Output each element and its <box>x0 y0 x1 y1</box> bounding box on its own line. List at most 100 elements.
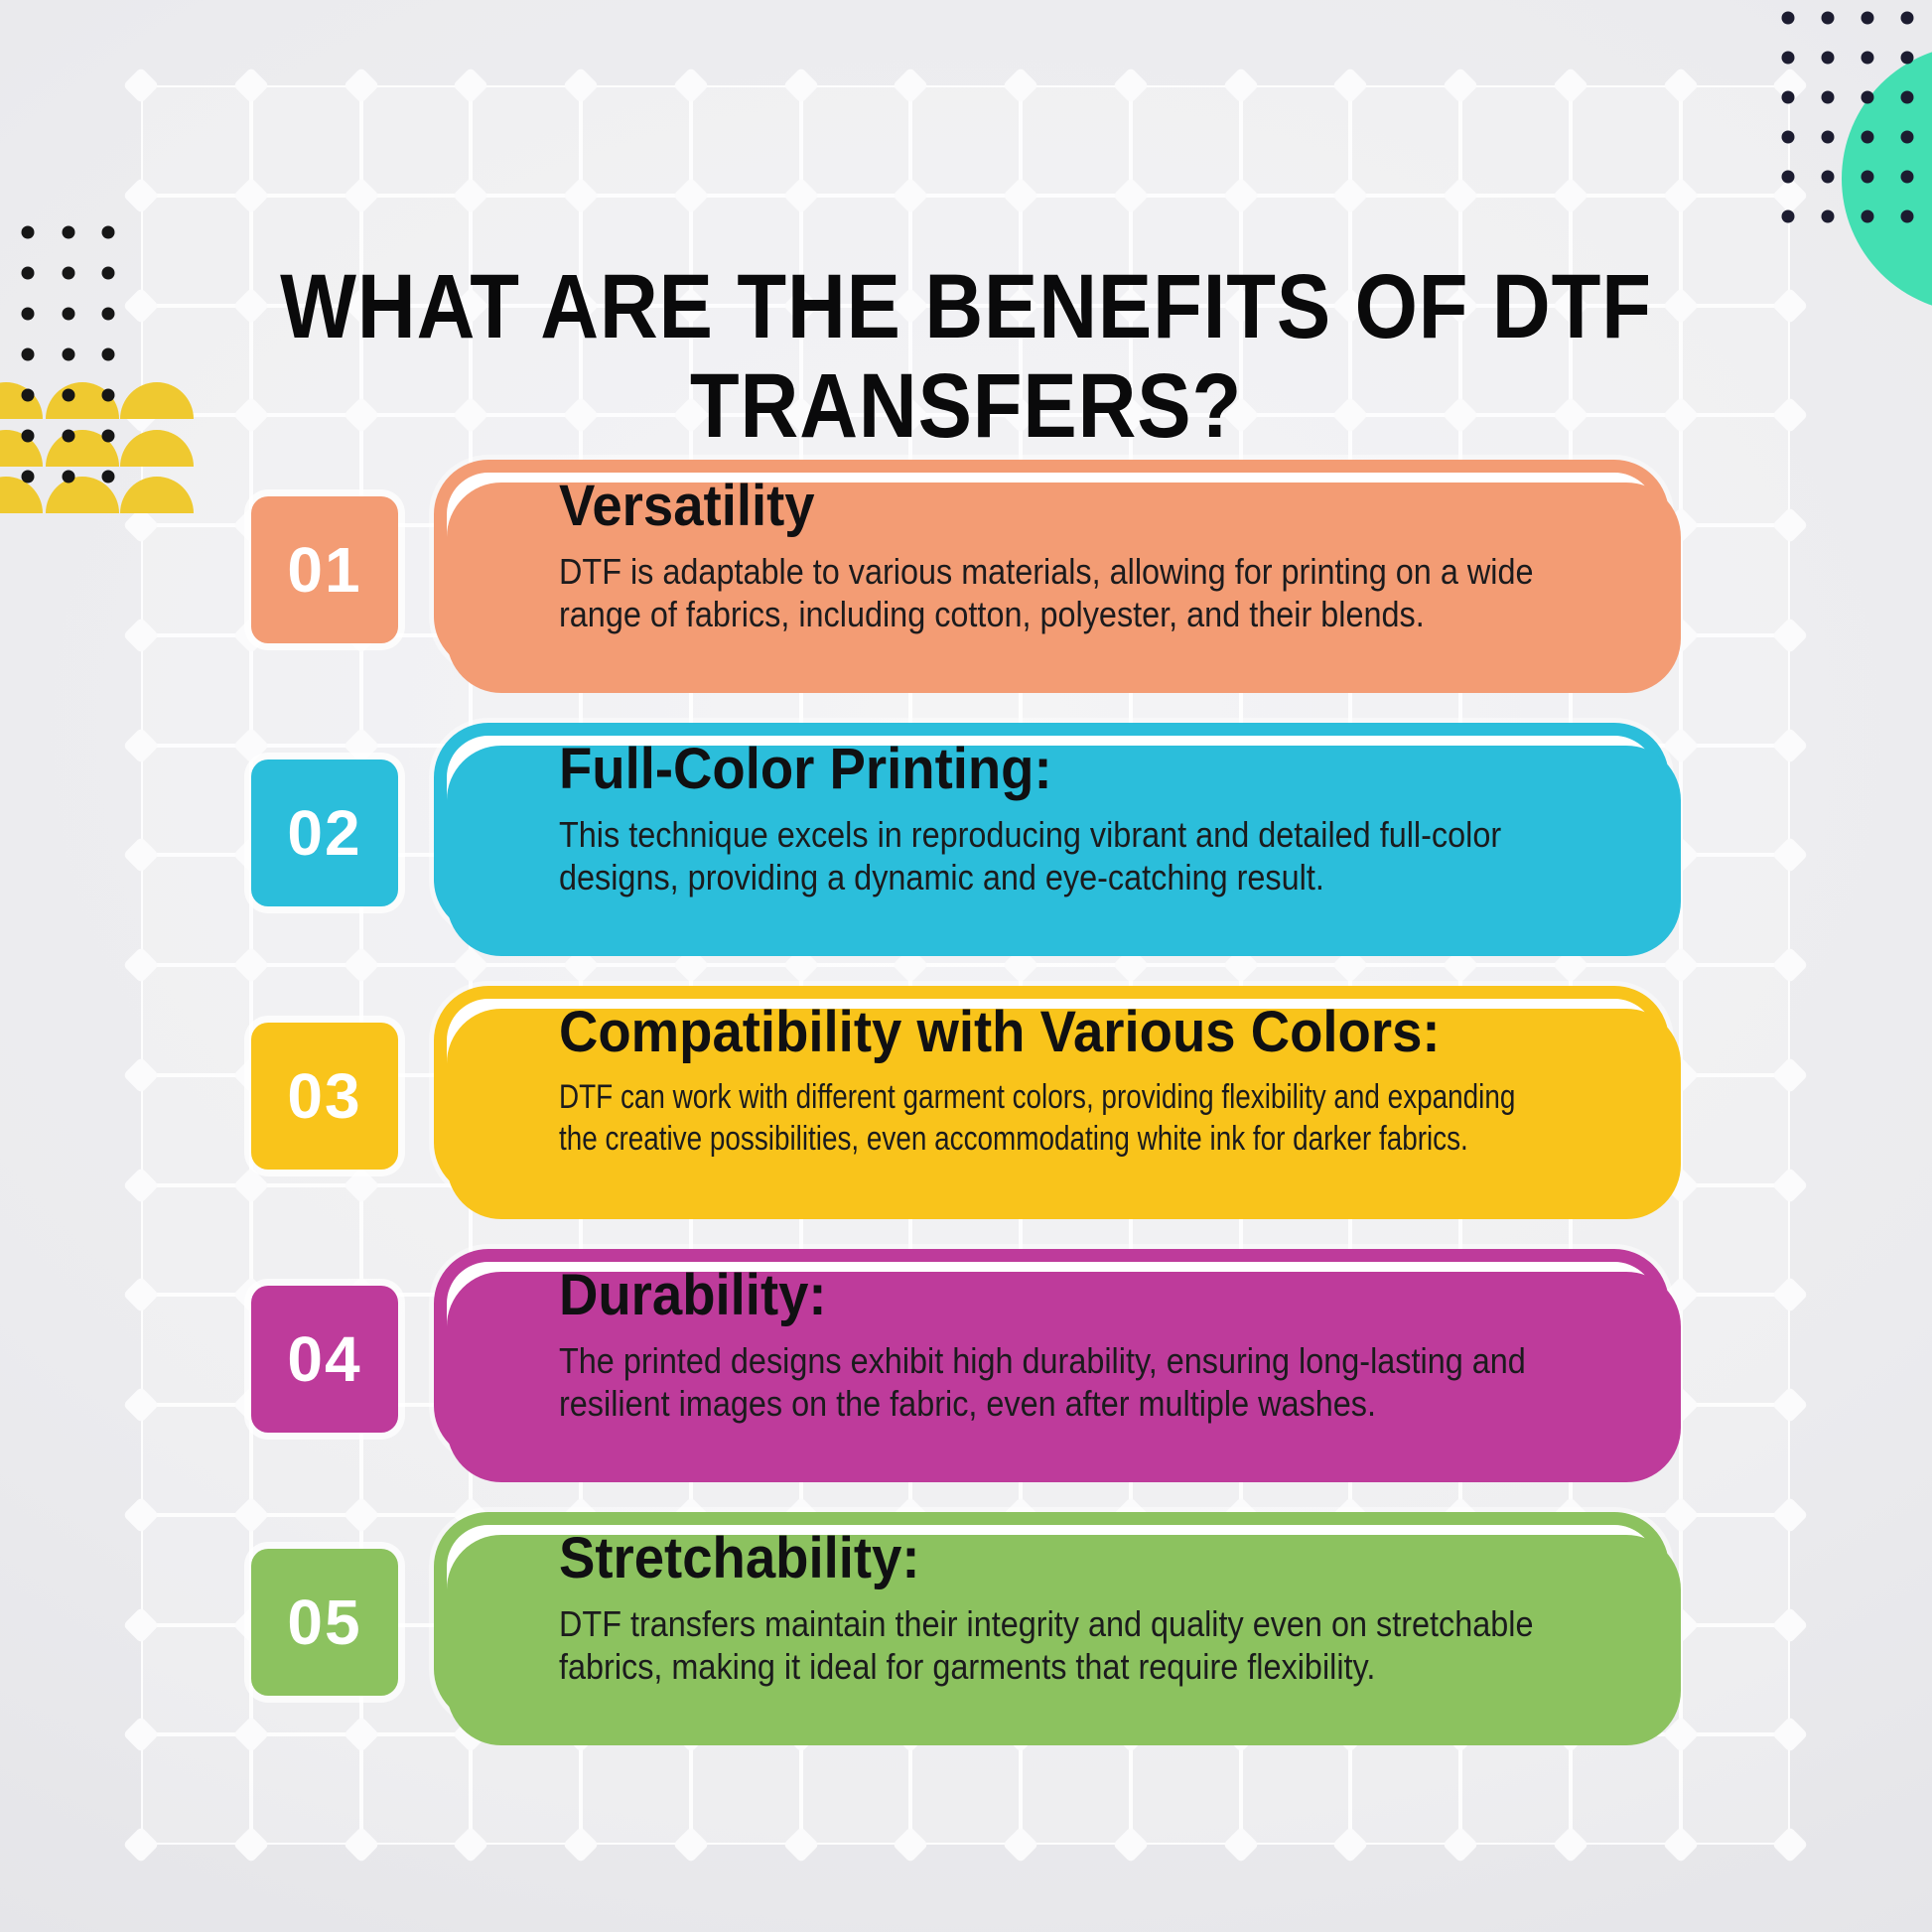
grid-cell <box>471 305 581 416</box>
dot-icon <box>101 347 115 361</box>
grid-cell <box>1680 85 1791 196</box>
dot-icon <box>1861 130 1874 144</box>
dot-icon <box>101 307 115 321</box>
dot-icon <box>62 429 74 443</box>
grid-cell <box>581 305 691 416</box>
grid-cell <box>1130 85 1241 196</box>
dot-icon <box>1900 90 1914 104</box>
grid-cell <box>1680 1734 1791 1845</box>
grid-cell <box>1680 634 1791 746</box>
grid-cell <box>1680 1514 1791 1625</box>
dot-icon <box>1781 130 1795 144</box>
dot-icon <box>101 429 115 443</box>
grid-cell <box>360 195 472 306</box>
grid-cell <box>141 85 251 196</box>
grid-cell <box>141 1074 251 1185</box>
benefit-number: 03 <box>287 1060 362 1132</box>
grid-cell <box>1350 195 1460 306</box>
grid-cell <box>1680 1184 1791 1296</box>
grid-cell <box>1021 305 1131 416</box>
dot-icon <box>1900 209 1914 223</box>
benefit-card: Stretchability: DTF transfers maintain t… <box>434 1512 1681 1745</box>
grid-cell <box>1130 1734 1241 1845</box>
grid-cell <box>910 85 1021 196</box>
grid-cell <box>1130 195 1241 306</box>
benefit-row-2: 02 Full-Color Printing: This technique e… <box>0 723 1932 956</box>
grid-cell <box>1680 195 1791 306</box>
dot-icon <box>101 388 115 402</box>
grid-cell <box>690 85 801 196</box>
dot-icon <box>1861 209 1874 223</box>
dot-icon <box>1781 11 1795 25</box>
grid-cell <box>1680 1405 1791 1515</box>
grid-cell <box>1680 305 1791 416</box>
grid-cell <box>250 305 361 416</box>
dot-icon <box>1821 209 1835 223</box>
grid-cell <box>1240 305 1351 416</box>
dot-icon <box>1861 170 1874 184</box>
grid-cell <box>1350 85 1460 196</box>
page-title: WHAT ARE THE BENEFITS OF DTF TRANSFERS? <box>280 255 1652 457</box>
grid-cell <box>1460 1734 1571 1845</box>
grid-cell <box>141 965 251 1075</box>
grid-cell <box>1680 965 1791 1075</box>
dot-icon <box>62 307 74 321</box>
benefit-card: Versatility DTF is adaptable to various … <box>434 460 1681 693</box>
dot-icon <box>1900 130 1914 144</box>
benefit-description: The printed designs exhibit high durabil… <box>559 1340 1526 1424</box>
dot-icon <box>1821 90 1835 104</box>
grid-cell <box>1021 195 1131 306</box>
benefit-row-5: 05 Stretchability: DTF transfers maintai… <box>0 1512 1932 1745</box>
grid-cell <box>141 1184 251 1296</box>
grid-cell <box>141 745 251 856</box>
grid-cell <box>471 195 581 306</box>
grid-cell <box>471 1734 581 1845</box>
dot-icon <box>1900 11 1914 25</box>
grid-cell <box>1570 305 1681 416</box>
dot-icon <box>21 307 35 321</box>
grid-cell <box>800 85 911 196</box>
grid-cell <box>360 85 472 196</box>
benefit-number: 04 <box>287 1323 362 1395</box>
grid-cell <box>141 525 251 635</box>
benefit-heading: Compatibility with Various Colors: <box>559 1000 1441 1064</box>
benefit-heading: Versatility <box>559 474 815 538</box>
benefit-number-badge: 03 <box>251 1023 398 1170</box>
grid-cell <box>1570 1734 1681 1845</box>
benefit-card: Durability: The printed designs exhibit … <box>434 1249 1681 1482</box>
grid-cell <box>1350 1734 1460 1845</box>
dot-icon <box>1861 11 1874 25</box>
grid-cell <box>141 195 251 306</box>
grid-cell <box>1460 305 1571 416</box>
dot-icon <box>21 388 35 402</box>
dot-icon <box>62 266 74 280</box>
dot-icon <box>21 470 35 483</box>
dot-icon <box>21 225 35 239</box>
benefit-number-badge: 05 <box>251 1549 398 1696</box>
grid-cell <box>910 305 1021 416</box>
dot-icon <box>62 225 74 239</box>
grid-cell <box>141 634 251 746</box>
grid-cell <box>250 195 361 306</box>
benefit-row-4: 04 Durability: The printed designs exhib… <box>0 1249 1932 1482</box>
benefit-number: 02 <box>287 797 362 869</box>
grid-cell <box>471 85 581 196</box>
grid-cell <box>250 1734 361 1845</box>
grid-cell <box>1460 85 1571 196</box>
grid-cell <box>800 1734 911 1845</box>
grid-cell <box>1240 85 1351 196</box>
dot-icon <box>21 429 35 443</box>
benefit-heading: Stretchability: <box>559 1526 920 1590</box>
benefit-card: Full-Color Printing: This technique exce… <box>434 723 1681 956</box>
benefit-number-badge: 04 <box>251 1286 398 1433</box>
benefit-heading: Full-Color Printing: <box>559 737 1052 801</box>
semicircle-icon <box>0 382 43 419</box>
dot-icon <box>1781 90 1795 104</box>
grid-cell <box>1680 745 1791 856</box>
grid-cell <box>581 195 691 306</box>
grid-cell <box>1680 525 1791 635</box>
dot-icon <box>1781 170 1795 184</box>
dot-icon <box>1821 11 1835 25</box>
grid-cell <box>1680 1074 1791 1185</box>
dot-icon <box>1821 130 1835 144</box>
